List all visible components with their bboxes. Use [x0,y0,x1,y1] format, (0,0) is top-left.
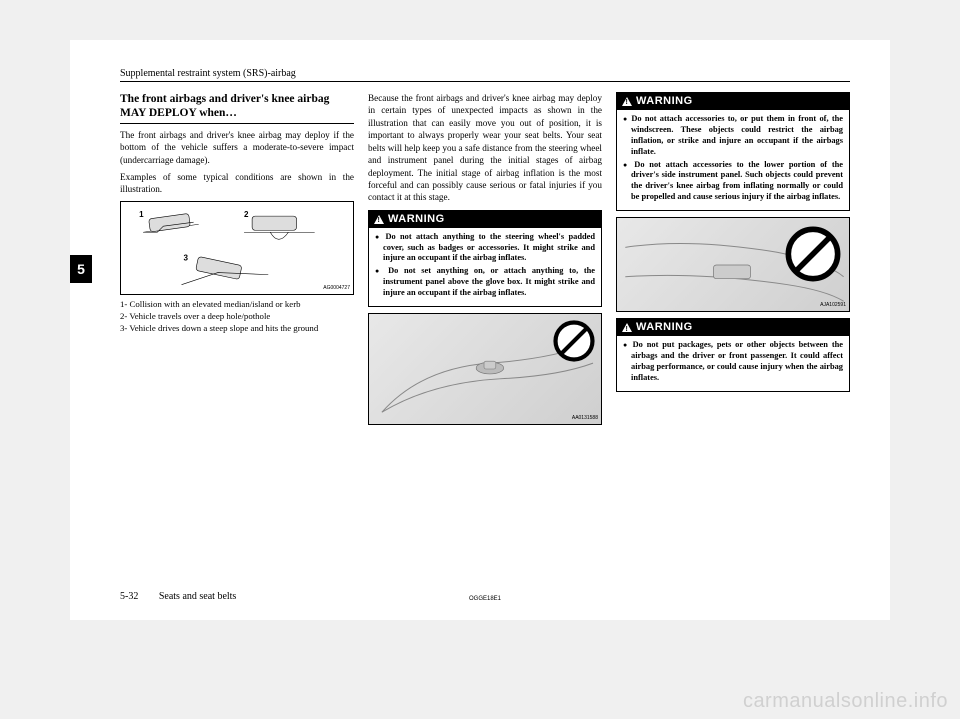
column-3: WARNING Do not attach accessories to, or… [616,92,850,429]
svg-text:3: 3 [184,253,189,262]
running-head: Supplemental restraint system (SRS)-airb… [120,68,850,82]
figure-undercarriage-scenarios: 1 2 3 AG0004727 [120,201,354,295]
warning-label: WARNING [636,320,693,335]
svg-text:2: 2 [244,210,249,219]
warning-triangle-icon [622,323,632,332]
watermark: carmanualsonline.info [743,690,948,713]
column-container: The front airbags and driver's knee airb… [120,92,850,429]
figure-code: AG0004727 [323,285,350,292]
warning-heading: WARNING [617,93,849,110]
warning-label: WARNING [636,94,693,109]
warning-body: Do not attach accessories to, or put the… [617,110,849,210]
footer-left: 5-32 Seats and seat belts [120,591,236,602]
manual-page: Supplemental restraint system (SRS)-airb… [70,40,890,620]
body-text: The front airbags and driver's knee airb… [120,129,354,166]
warning-body: Do not attach anything to the steering w… [369,228,601,307]
warning-triangle-icon [622,97,632,106]
diagram-icon: 1 2 3 [121,202,353,297]
caption-item: 2- Vehicle travels over a deep hole/poth… [132,311,354,322]
body-text: Examples of some typical conditions are … [120,171,354,196]
page-footer: 5-32 Seats and seat belts OGGE18E1 [120,591,850,602]
figure-code: AJA102591 [820,302,846,309]
warning-bullet: Do not put packages, pets or other objec… [623,340,843,384]
warning-body: Do not put packages, pets or other objec… [617,336,849,391]
figure-knee-panel-prohibit: AJA102591 [616,217,850,312]
warning-bullet: Do not attach accessories to the lower p… [623,160,843,204]
caption-item: 1- Collision with an elevated median/isl… [132,299,354,310]
body-text: Because the front airbags and driver's k… [368,92,602,204]
doc-code: OGGE18E1 [469,596,501,602]
column-1: The front airbags and driver's knee airb… [120,92,354,429]
chapter-tab: 5 [70,255,92,283]
warning-heading: WARNING [369,211,601,228]
figure-code: AA0131588 [572,415,598,422]
column-2: Because the front airbags and driver's k… [368,92,602,429]
figure-dashboard-prohibit: AA0131588 [368,313,602,425]
prohibit-icon [785,226,841,282]
warning-bullet: Do not attach anything to the steering w… [375,232,595,265]
svg-text:1: 1 [139,210,144,219]
caption-item: 3- Vehicle drives down a steep slope and… [132,323,354,334]
figure-caption-list: 1- Collision with an elevated median/isl… [120,299,354,334]
warning-bullet: Do not set anything on, or attach anythi… [375,266,595,299]
warning-box: WARNING Do not attach anything to the st… [368,210,602,307]
footer-section: Seats and seat belts [159,591,236,602]
prohibit-icon [553,320,595,362]
warning-box: WARNING Do not attach accessories to, or… [616,92,850,211]
warning-box: WARNING Do not put packages, pets or oth… [616,318,850,392]
section-title: The front airbags and driver's knee airb… [120,92,354,124]
warning-triangle-icon [374,215,384,224]
warning-label: WARNING [388,212,445,227]
warning-bullet: Do not attach accessories to, or put the… [623,114,843,158]
page-number: 5-32 [120,591,138,602]
warning-heading: WARNING [617,319,849,336]
